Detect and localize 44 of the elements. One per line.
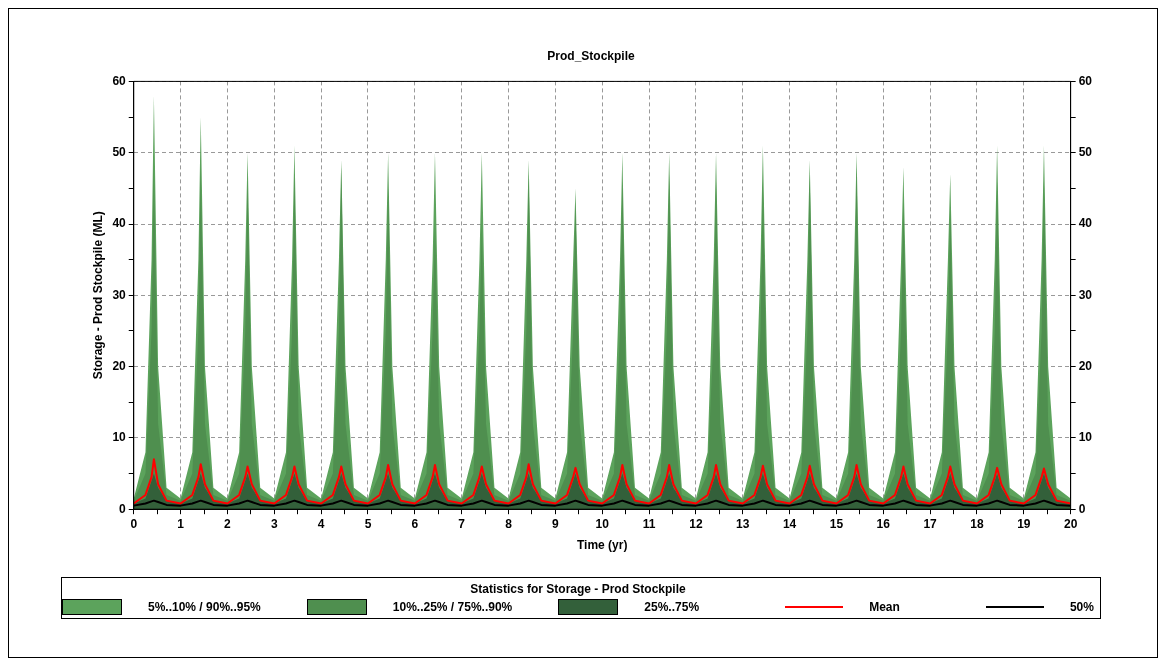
x-tick-label: 10 [595,516,610,531]
x-tick-label: 14 [782,516,797,531]
legend-label: 50% [1069,600,1094,614]
x-tick-label: 8 [505,516,513,531]
y-tick-label: 60 [112,73,127,88]
y-tick-label: 30 [112,287,127,302]
x-tick-label: 16 [876,516,891,531]
y2-tick-label: 20 [1078,358,1093,373]
y2-tick-label: 30 [1078,287,1093,302]
x-tick-label: 15 [829,516,844,531]
chart-title: Prod_Stockpile [547,48,635,63]
x-tick-label: 19 [1017,516,1031,531]
legend-label: Mean [869,600,900,614]
x-tick-label: 4 [317,516,325,531]
y2-tick-label: 0 [1078,501,1086,516]
x-tick-label: 11 [642,516,656,531]
x-tick-label: 3 [270,516,278,531]
x-tick-label: 18 [970,516,984,531]
x-tick-label: 2 [224,516,232,531]
legend-label: 25%..75% [644,600,700,614]
y-tick-label: 50 [112,145,127,160]
y-axis-title: Storage - Prod Stockpile (ML) [90,211,105,380]
legend-label: 10%..25% / 75%..90% [392,600,513,614]
x-tick-label: 1 [177,516,185,531]
y2-tick-label: 50 [1078,145,1093,160]
x-tick-label: 17 [923,516,938,531]
x-tick-label: 7 [458,516,466,531]
y2-tick-label: 10 [1078,430,1093,445]
legend-title: Statistics for Storage - Prod Stockpile [469,582,687,596]
x-tick-label: 13 [736,516,750,531]
x-axis-title: Time (yr) [576,538,628,553]
x-tick-label: 12 [689,516,703,531]
x-tick-label: 20 [1063,516,1078,531]
y-tick-label: 40 [112,216,127,231]
legend-label: 5%..10% / 90%..95% [148,600,261,614]
y-tick-label: 10 [112,430,127,445]
x-tick-label: 9 [552,516,560,531]
x-tick-label: 5 [364,516,372,531]
x-tick-label: 0 [130,516,138,531]
x-tick-label: 6 [411,516,419,531]
y2-tick-label: 60 [1078,73,1093,88]
y-tick-label: 0 [119,501,127,516]
y-tick-label: 20 [112,358,127,373]
y2-tick-label: 40 [1078,216,1093,231]
